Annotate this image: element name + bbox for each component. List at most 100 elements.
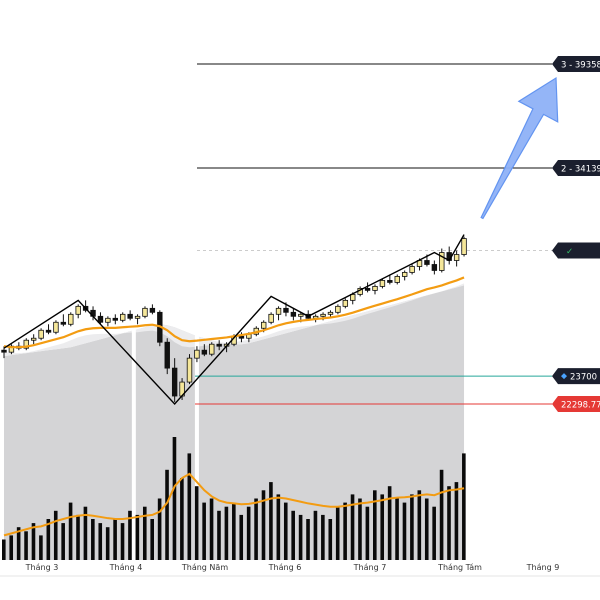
candle xyxy=(364,282,371,293)
candle xyxy=(68,312,74,327)
volume-bar xyxy=(417,490,422,560)
volume-bar xyxy=(373,490,377,560)
level-label-text: 3 - 39358.8 xyxy=(561,61,600,71)
candle xyxy=(60,314,67,327)
volume-bar xyxy=(224,506,229,560)
volume-bar xyxy=(172,437,177,560)
level-label-0: 3 - 39358.8 xyxy=(552,56,600,72)
candle xyxy=(171,358,178,403)
price-level-labels: 3 - 39358.8 2 - 34139.2 ✓ 23700 22298.77 xyxy=(552,56,600,413)
moving-average-line xyxy=(3,276,465,349)
candle xyxy=(45,324,52,335)
candle xyxy=(379,278,386,289)
volume-bar xyxy=(46,519,51,560)
volume-bar xyxy=(232,502,236,560)
candle xyxy=(335,304,341,315)
cloud-band xyxy=(4,283,465,357)
candle xyxy=(387,274,393,285)
candle xyxy=(120,312,126,323)
volume-bar xyxy=(321,514,325,560)
cloud-fill xyxy=(4,285,465,560)
volume-bars xyxy=(2,437,466,560)
level-label-3: 23700 xyxy=(552,368,600,385)
volume-bar xyxy=(239,514,244,560)
volume-bar xyxy=(105,527,110,560)
volume-bar xyxy=(76,514,80,560)
volume-bar xyxy=(157,498,162,560)
x-tick-label: Tháng 9 xyxy=(526,563,560,572)
level-label-1: 2 - 34139.2 xyxy=(552,160,600,177)
ma-line xyxy=(3,276,465,349)
candle xyxy=(97,312,104,325)
gap-stripe-1 xyxy=(194,330,199,560)
candle xyxy=(409,264,415,275)
volume-bar xyxy=(209,498,214,560)
volume-bar xyxy=(328,519,333,560)
volume-bar xyxy=(306,519,310,560)
chart-gaps xyxy=(131,316,199,560)
volume-ma-line xyxy=(3,472,465,537)
candle xyxy=(149,304,156,315)
candle xyxy=(431,260,438,275)
volume-bar xyxy=(432,506,436,560)
x-tick-label: Tháng 6 xyxy=(268,563,302,572)
candle xyxy=(290,308,297,321)
volume-bar xyxy=(2,539,6,560)
volume-bar xyxy=(447,486,451,560)
level-label-box xyxy=(552,242,600,259)
x-tick-label: Tháng 7 xyxy=(353,563,387,572)
volume-bar xyxy=(283,502,288,560)
level-label-text: 2 - 34139.2 xyxy=(561,165,600,175)
volume-bar xyxy=(387,486,392,560)
volume-bar xyxy=(98,523,103,560)
volume-bar xyxy=(187,453,192,560)
candle xyxy=(142,306,148,319)
candle xyxy=(23,338,29,351)
volume-bar xyxy=(53,510,58,560)
volume-bar xyxy=(269,482,273,560)
volume-bar xyxy=(365,506,370,560)
volume-bar xyxy=(113,519,117,560)
candle xyxy=(186,354,193,385)
volume-bar xyxy=(313,510,318,560)
candle xyxy=(164,338,170,375)
level-label-text: ✓ xyxy=(566,247,573,257)
x-tick-label: Tháng Năm xyxy=(181,563,228,572)
volume-bar xyxy=(454,482,459,560)
x-tick-label: Tháng 3 xyxy=(25,563,59,572)
volume-bar xyxy=(91,519,95,560)
candle xyxy=(134,314,141,325)
volume-bar xyxy=(358,498,362,560)
volume-bar xyxy=(39,535,43,560)
volume-bar xyxy=(343,502,347,560)
volume-bar xyxy=(410,494,414,560)
level-label-4: 22298.77 xyxy=(552,396,600,413)
volume-bar xyxy=(261,490,266,560)
zigzag-line xyxy=(3,234,465,406)
candle xyxy=(105,316,111,327)
volume-bar xyxy=(16,527,21,560)
level-label-box xyxy=(552,160,600,177)
candle xyxy=(401,270,408,281)
volume-bar xyxy=(24,531,28,560)
candle xyxy=(372,284,378,295)
volume-bar xyxy=(128,510,132,560)
candle xyxy=(53,320,59,335)
volume-bar xyxy=(150,519,154,560)
candle xyxy=(75,304,81,319)
candle xyxy=(30,334,37,345)
candle xyxy=(112,314,118,325)
zigzag-pattern xyxy=(3,234,465,406)
level-label-box xyxy=(552,368,600,385)
level-label-text: 22298.77 xyxy=(561,401,600,411)
candle xyxy=(201,344,208,357)
level-label-2: ✓ xyxy=(552,242,600,259)
candle xyxy=(453,250,460,267)
candle xyxy=(342,298,349,309)
candle xyxy=(268,312,274,325)
x-axis-ticks: Tháng 3 Tháng 4 Tháng Năm Tháng 6 Tháng 7 Thá… xyxy=(25,563,560,572)
volume-bar xyxy=(194,486,199,560)
volume-bar xyxy=(135,514,140,560)
volume-moving-average xyxy=(3,472,465,537)
volume-bar xyxy=(380,494,385,560)
